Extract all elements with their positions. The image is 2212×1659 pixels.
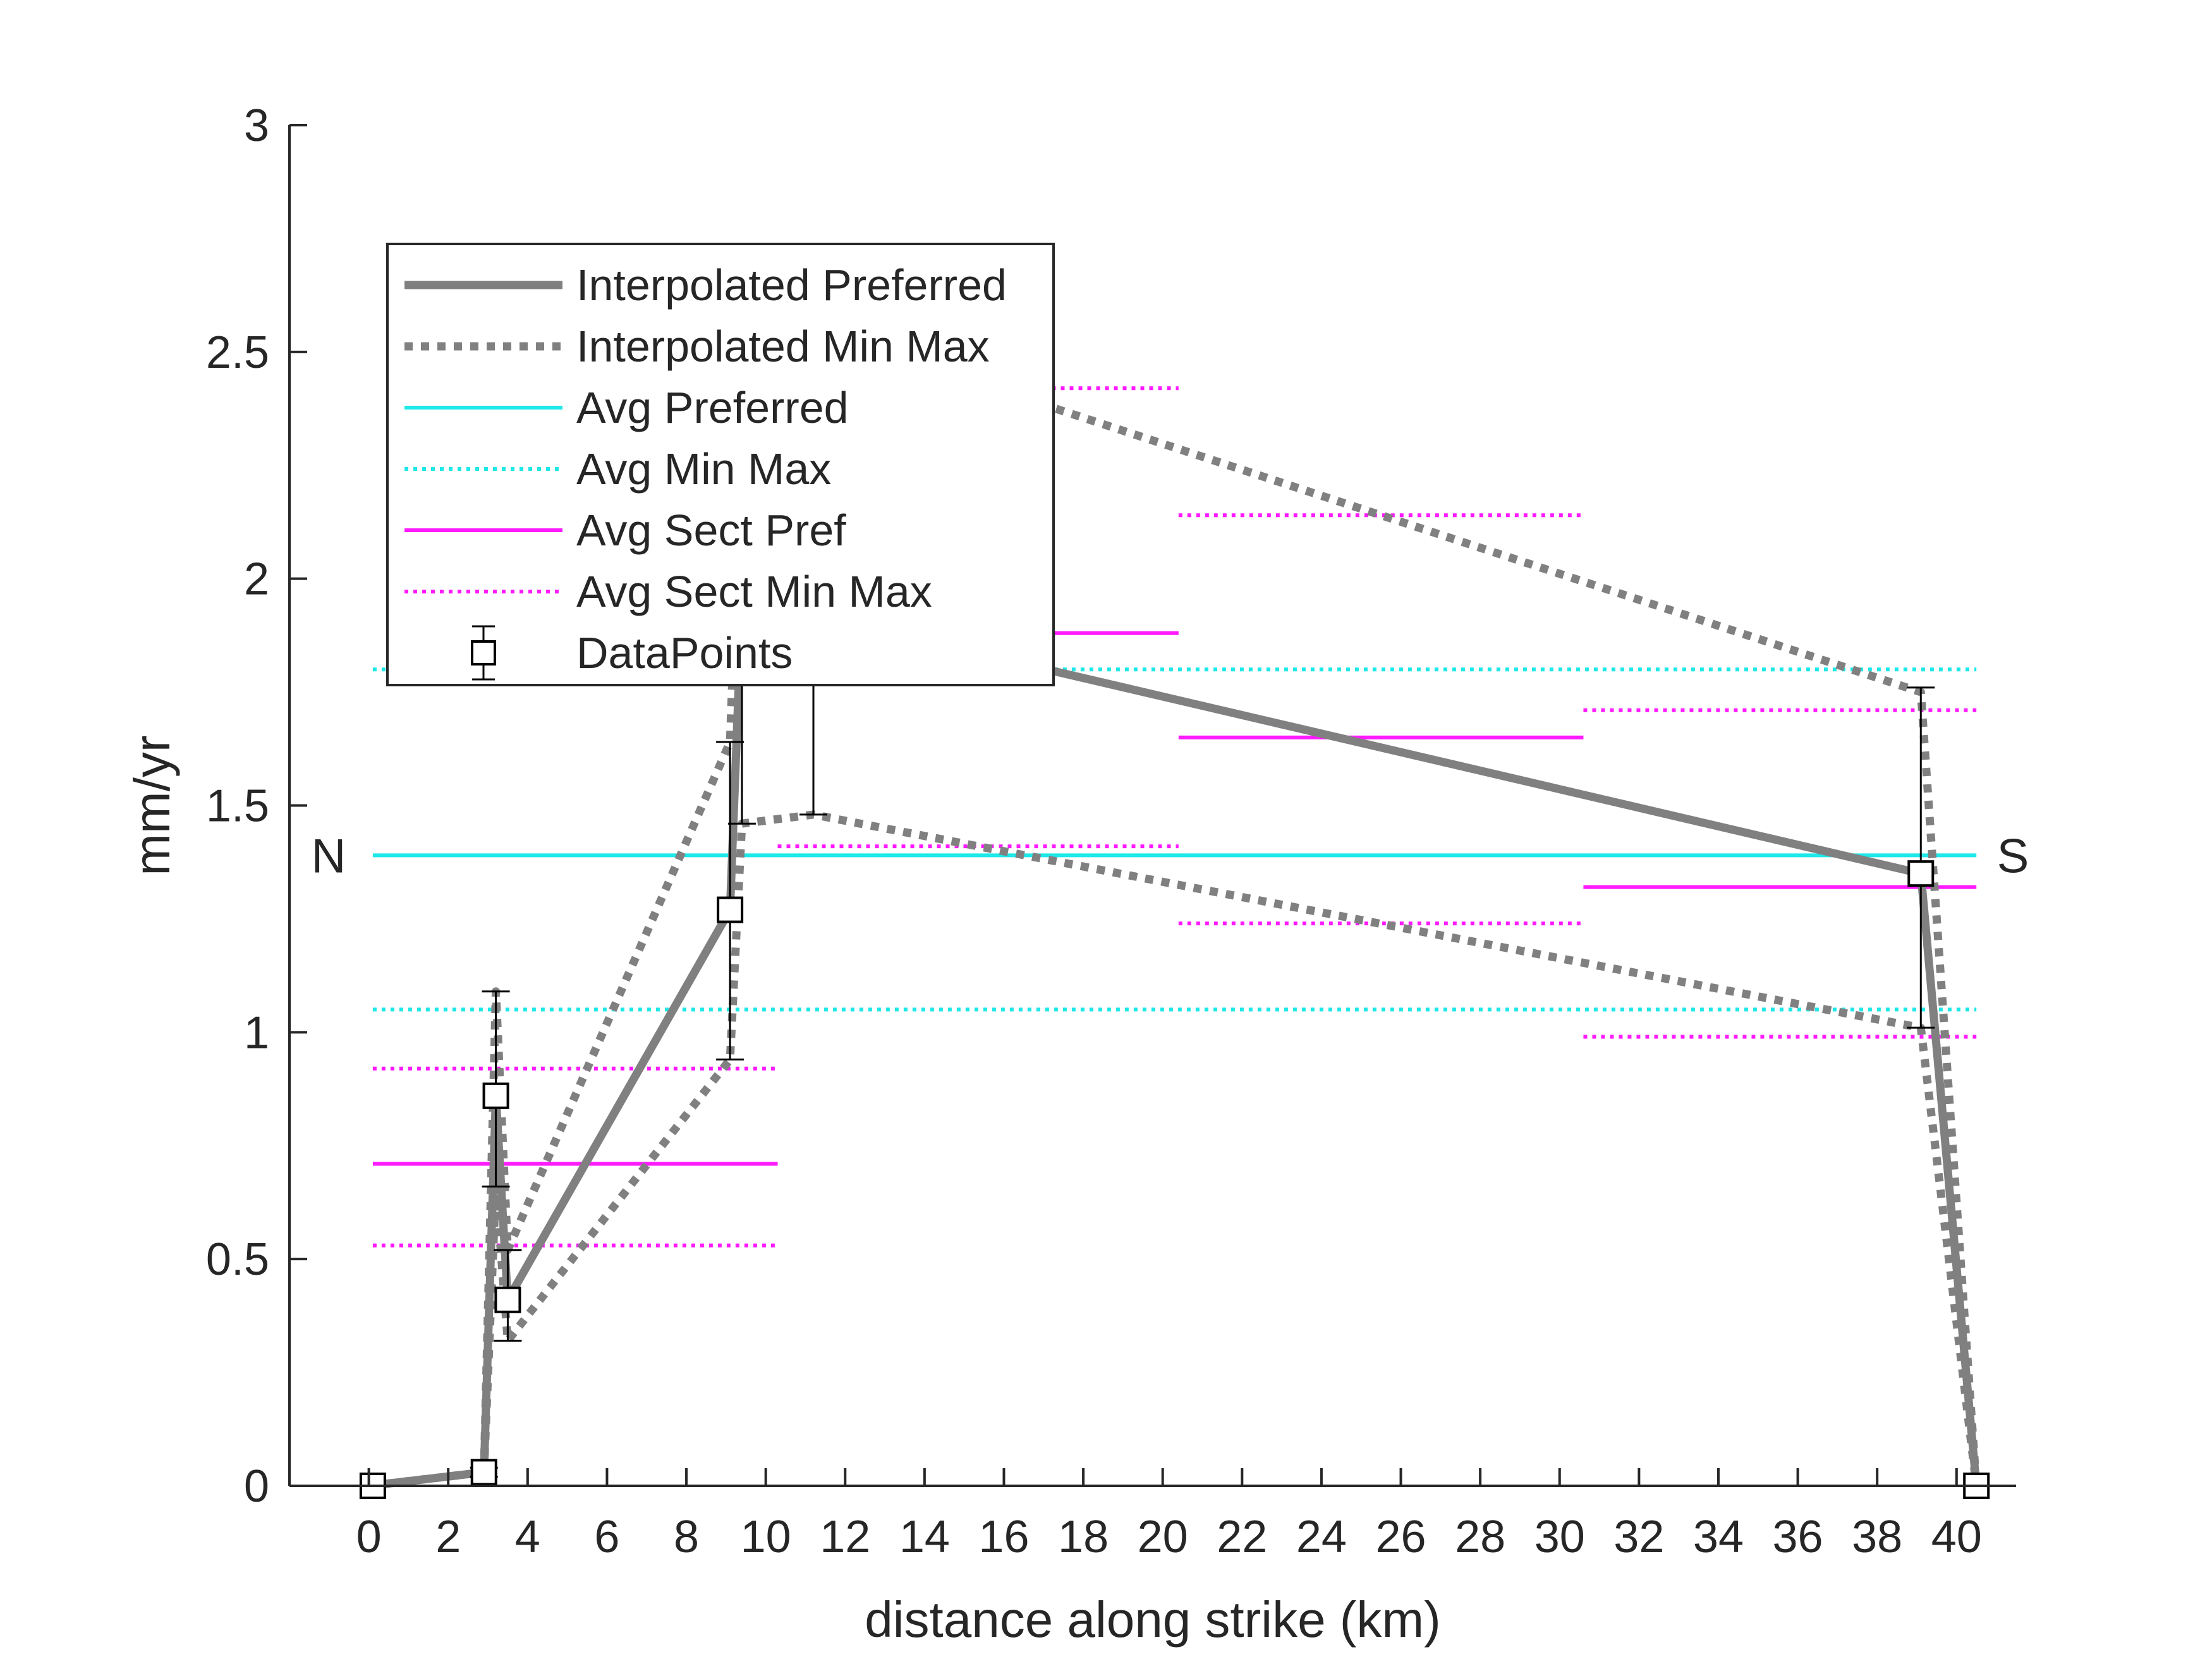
data-point-8 [1907, 686, 1935, 1029]
plot-area [359, 325, 1990, 1499]
legend-label: Interpolated Preferred [576, 260, 1007, 310]
x-tick-label: 24 [1296, 1512, 1347, 1562]
x-tick-label: 26 [1375, 1512, 1426, 1562]
x-tick-label: 2 [435, 1512, 461, 1562]
y-tick-label: 3 [244, 100, 269, 151]
x-tick-label: 38 [1852, 1512, 1902, 1562]
legend-entry-1: Interpolated Preferred [404, 260, 1007, 310]
data-point-marker [482, 1082, 509, 1109]
y-tick-label: 0 [244, 1461, 269, 1512]
legend-entry-6: Avg Sect Min Max [404, 567, 932, 616]
y-tick-label: 0.5 [206, 1234, 269, 1285]
y-axis-label: mm/yr [124, 735, 180, 875]
x-tick-label: 4 [515, 1512, 540, 1562]
legend-swatch-marker [471, 640, 496, 665]
x-tick-label: 16 [978, 1512, 1029, 1562]
data-point-marker [1907, 860, 1935, 887]
legend-box [386, 243, 1055, 686]
x-tick-label: 8 [674, 1512, 699, 1562]
interpolated-min-line [368, 810, 1981, 1490]
x-tick-label: 20 [1138, 1512, 1188, 1562]
x-tick-label: 0 [356, 1512, 382, 1562]
legend-entry-5: Avg Sect Pref [404, 506, 846, 555]
south-label: S [1997, 829, 2029, 883]
x-tick-label: 36 [1773, 1512, 1823, 1562]
x-tick-label: 40 [1931, 1512, 1982, 1562]
data-point-marker [470, 1459, 497, 1486]
data-point-4 [494, 1249, 522, 1342]
x-tick-label: 10 [741, 1512, 791, 1562]
x-tick-label: 32 [1613, 1512, 1664, 1562]
y-tick-label: 2.5 [206, 327, 269, 378]
x-tick-label: 14 [899, 1512, 950, 1562]
legend: Interpolated Preferred Interpolated Min M… [386, 243, 1055, 686]
x-tick-label: 12 [820, 1512, 870, 1562]
y-tick-label: 2 [244, 554, 269, 605]
y-tick-label: 1 [244, 1007, 269, 1058]
axes: 00.511.522.530 2 4 6 8 10 12 14 16 18 20 22 24 26 28 30… [124, 100, 2029, 1648]
legend-entry-3: Avg Preferred [404, 383, 849, 432]
legend-entry-4: Avg Min Max [404, 444, 831, 494]
data-point-marker [494, 1286, 521, 1313]
data-point-3 [482, 990, 510, 1188]
legend-label: Avg Preferred [576, 383, 849, 432]
x-tick-label: 18 [1058, 1512, 1109, 1562]
x-tick-label: 6 [594, 1512, 619, 1562]
legend-label: Interpolated Min Max [576, 322, 990, 371]
x-axis-label: distance along strike (km) [865, 1591, 1440, 1648]
data-point-5 [716, 741, 744, 1060]
data-point-2 [470, 1459, 498, 1486]
x-tick-label: 30 [1534, 1512, 1585, 1562]
legend-label: Avg Sect Pref [576, 506, 846, 555]
legend-label: Avg Sect Min Max [576, 567, 932, 616]
legend-label: Avg Min Max [576, 444, 831, 494]
north-label: N [312, 829, 346, 883]
data-point-marker [717, 896, 744, 923]
legend-entry-2: Interpolated Min Max [404, 322, 990, 371]
legend-entry-7: DataPoints [471, 625, 793, 681]
y-tick-label: 1.5 [206, 781, 269, 832]
x-tick-label: 22 [1217, 1512, 1267, 1562]
x-tick-label: 28 [1455, 1512, 1505, 1562]
x-tick-label: 34 [1693, 1512, 1744, 1562]
legend-label: DataPoints [576, 628, 793, 678]
